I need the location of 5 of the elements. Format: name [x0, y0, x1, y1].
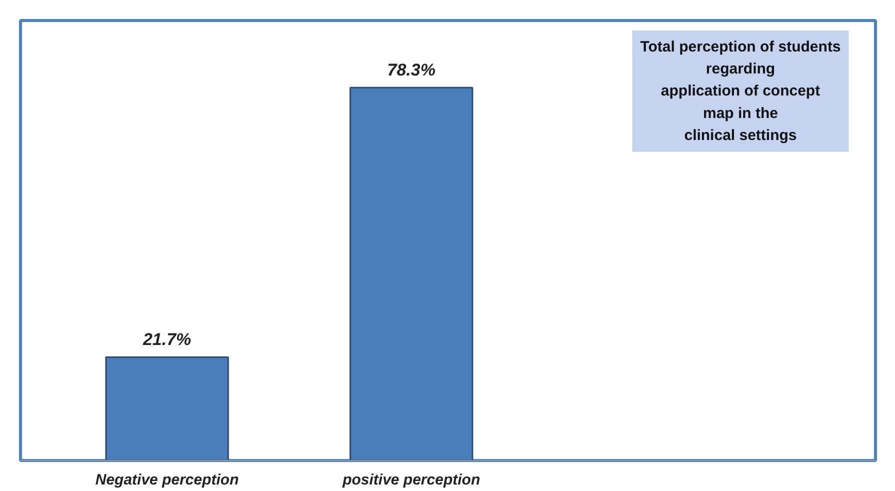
x-tick-label: positive perception	[342, 472, 480, 488]
data-label: 78.3%	[387, 60, 436, 80]
data-label: 21.7%	[142, 330, 192, 350]
text: Total perception of students regarding application of concept map in the clinical settings	[640, 38, 841, 144]
x-tick-label: Negative perception	[95, 472, 239, 488]
